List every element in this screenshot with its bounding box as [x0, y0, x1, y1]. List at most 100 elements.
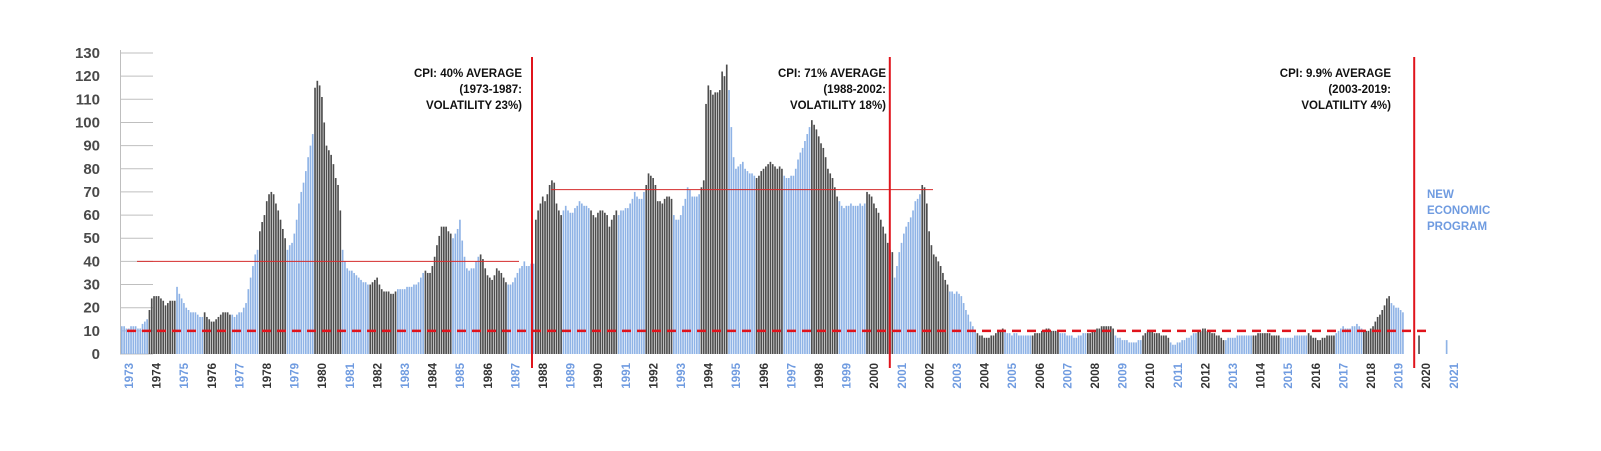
data-bar [213, 321, 215, 354]
data-bar [1103, 326, 1105, 354]
data-bar [288, 245, 291, 354]
data-bar [808, 127, 811, 354]
data-bar [1294, 335, 1296, 354]
period-annotation: CPI: 40% AVERAGE (1973-1987: VOLATILITY 23… [414, 68, 522, 112]
data-bar [364, 282, 367, 354]
data-bar [788, 178, 790, 354]
data-bar [1395, 307, 1397, 354]
data-bar [1250, 335, 1252, 354]
data-bar [866, 191, 868, 354]
data-bar [1027, 335, 1029, 354]
data-bar [817, 136, 820, 354]
data-bar [997, 330, 999, 354]
data-bar [498, 270, 500, 354]
data-bar [1381, 310, 1384, 354]
y-tick-label: 50 [83, 230, 100, 247]
data-bar [539, 203, 542, 354]
data-bar [1031, 335, 1034, 354]
data-bar [422, 272, 424, 354]
data-bar [291, 242, 293, 354]
data-bar [831, 178, 834, 354]
data-bar [1047, 328, 1050, 354]
data-bar [1418, 335, 1420, 354]
data-bar [1360, 328, 1363, 354]
data-bar [753, 175, 756, 354]
data-bar [1259, 333, 1262, 354]
data-bar [926, 203, 928, 354]
data-bar [1399, 310, 1402, 354]
data-bar [937, 261, 940, 354]
data-bar [629, 203, 631, 354]
x-tick-label: 1999 [842, 363, 854, 389]
data-bar [719, 90, 721, 355]
data-bar [1179, 342, 1181, 354]
x-tick-label: 2008 [1090, 362, 1102, 388]
data-bar [1153, 333, 1156, 354]
data-bar [1123, 340, 1126, 354]
data-bar [739, 164, 742, 354]
x-tick-label: 2015 [1283, 362, 1295, 388]
data-bar [675, 219, 677, 354]
x-tick-label: 1977 [234, 363, 246, 389]
data-bar [799, 152, 802, 354]
data-bar [1059, 333, 1062, 354]
data-bar [560, 215, 562, 354]
data-bar [1121, 340, 1124, 354]
data-bar [999, 330, 1002, 354]
data-bar [1319, 340, 1321, 354]
data-bar [790, 175, 792, 354]
data-bar [144, 321, 146, 354]
data-bar [1013, 333, 1016, 354]
x-tick-label: 1993 [676, 363, 688, 389]
data-bar [305, 171, 307, 354]
data-bar [302, 182, 305, 354]
data-bar [558, 210, 560, 354]
data-bar [424, 270, 427, 354]
data-bar [709, 90, 712, 355]
data-bar [337, 184, 339, 354]
data-bar [479, 254, 482, 354]
data-bar [1300, 335, 1303, 354]
data-bar [965, 310, 967, 354]
data-bar [346, 268, 349, 354]
data-bar [555, 203, 558, 354]
data-bar [967, 314, 970, 354]
data-bar [265, 201, 268, 354]
data-bar [1252, 335, 1255, 354]
data-bar [1084, 333, 1087, 354]
data-bar [725, 64, 728, 354]
data-bar [196, 314, 199, 354]
data-bar [334, 178, 337, 354]
data-bar [985, 337, 988, 354]
data-bar [845, 205, 848, 354]
data-bar [360, 279, 362, 354]
x-tick-label: 1997 [786, 363, 798, 389]
data-bar [1130, 342, 1133, 354]
data-bar [1061, 333, 1064, 354]
data-bar [1218, 335, 1220, 354]
data-bar [293, 233, 296, 354]
data-bar [1344, 328, 1347, 354]
data-bar [654, 184, 657, 354]
data-bar [930, 245, 933, 354]
data-bar [1181, 340, 1183, 354]
data-bar [633, 191, 636, 354]
data-bar [357, 277, 360, 354]
data-bar [700, 187, 703, 354]
x-tick-label: 2002 [924, 363, 936, 389]
data-bar [898, 252, 901, 354]
data-bar [976, 333, 979, 354]
data-bar [870, 196, 873, 354]
data-bar [578, 201, 581, 354]
data-bar [470, 268, 473, 354]
data-bar [1199, 330, 1202, 354]
data-bar [224, 312, 227, 354]
data-bar [440, 226, 443, 354]
data-bar [247, 289, 250, 354]
data-bar [1008, 333, 1011, 354]
data-bar [1402, 312, 1404, 354]
data-bar [1052, 330, 1055, 354]
data-bar [744, 168, 746, 354]
data-bar [728, 90, 730, 355]
data-bar [125, 328, 128, 354]
